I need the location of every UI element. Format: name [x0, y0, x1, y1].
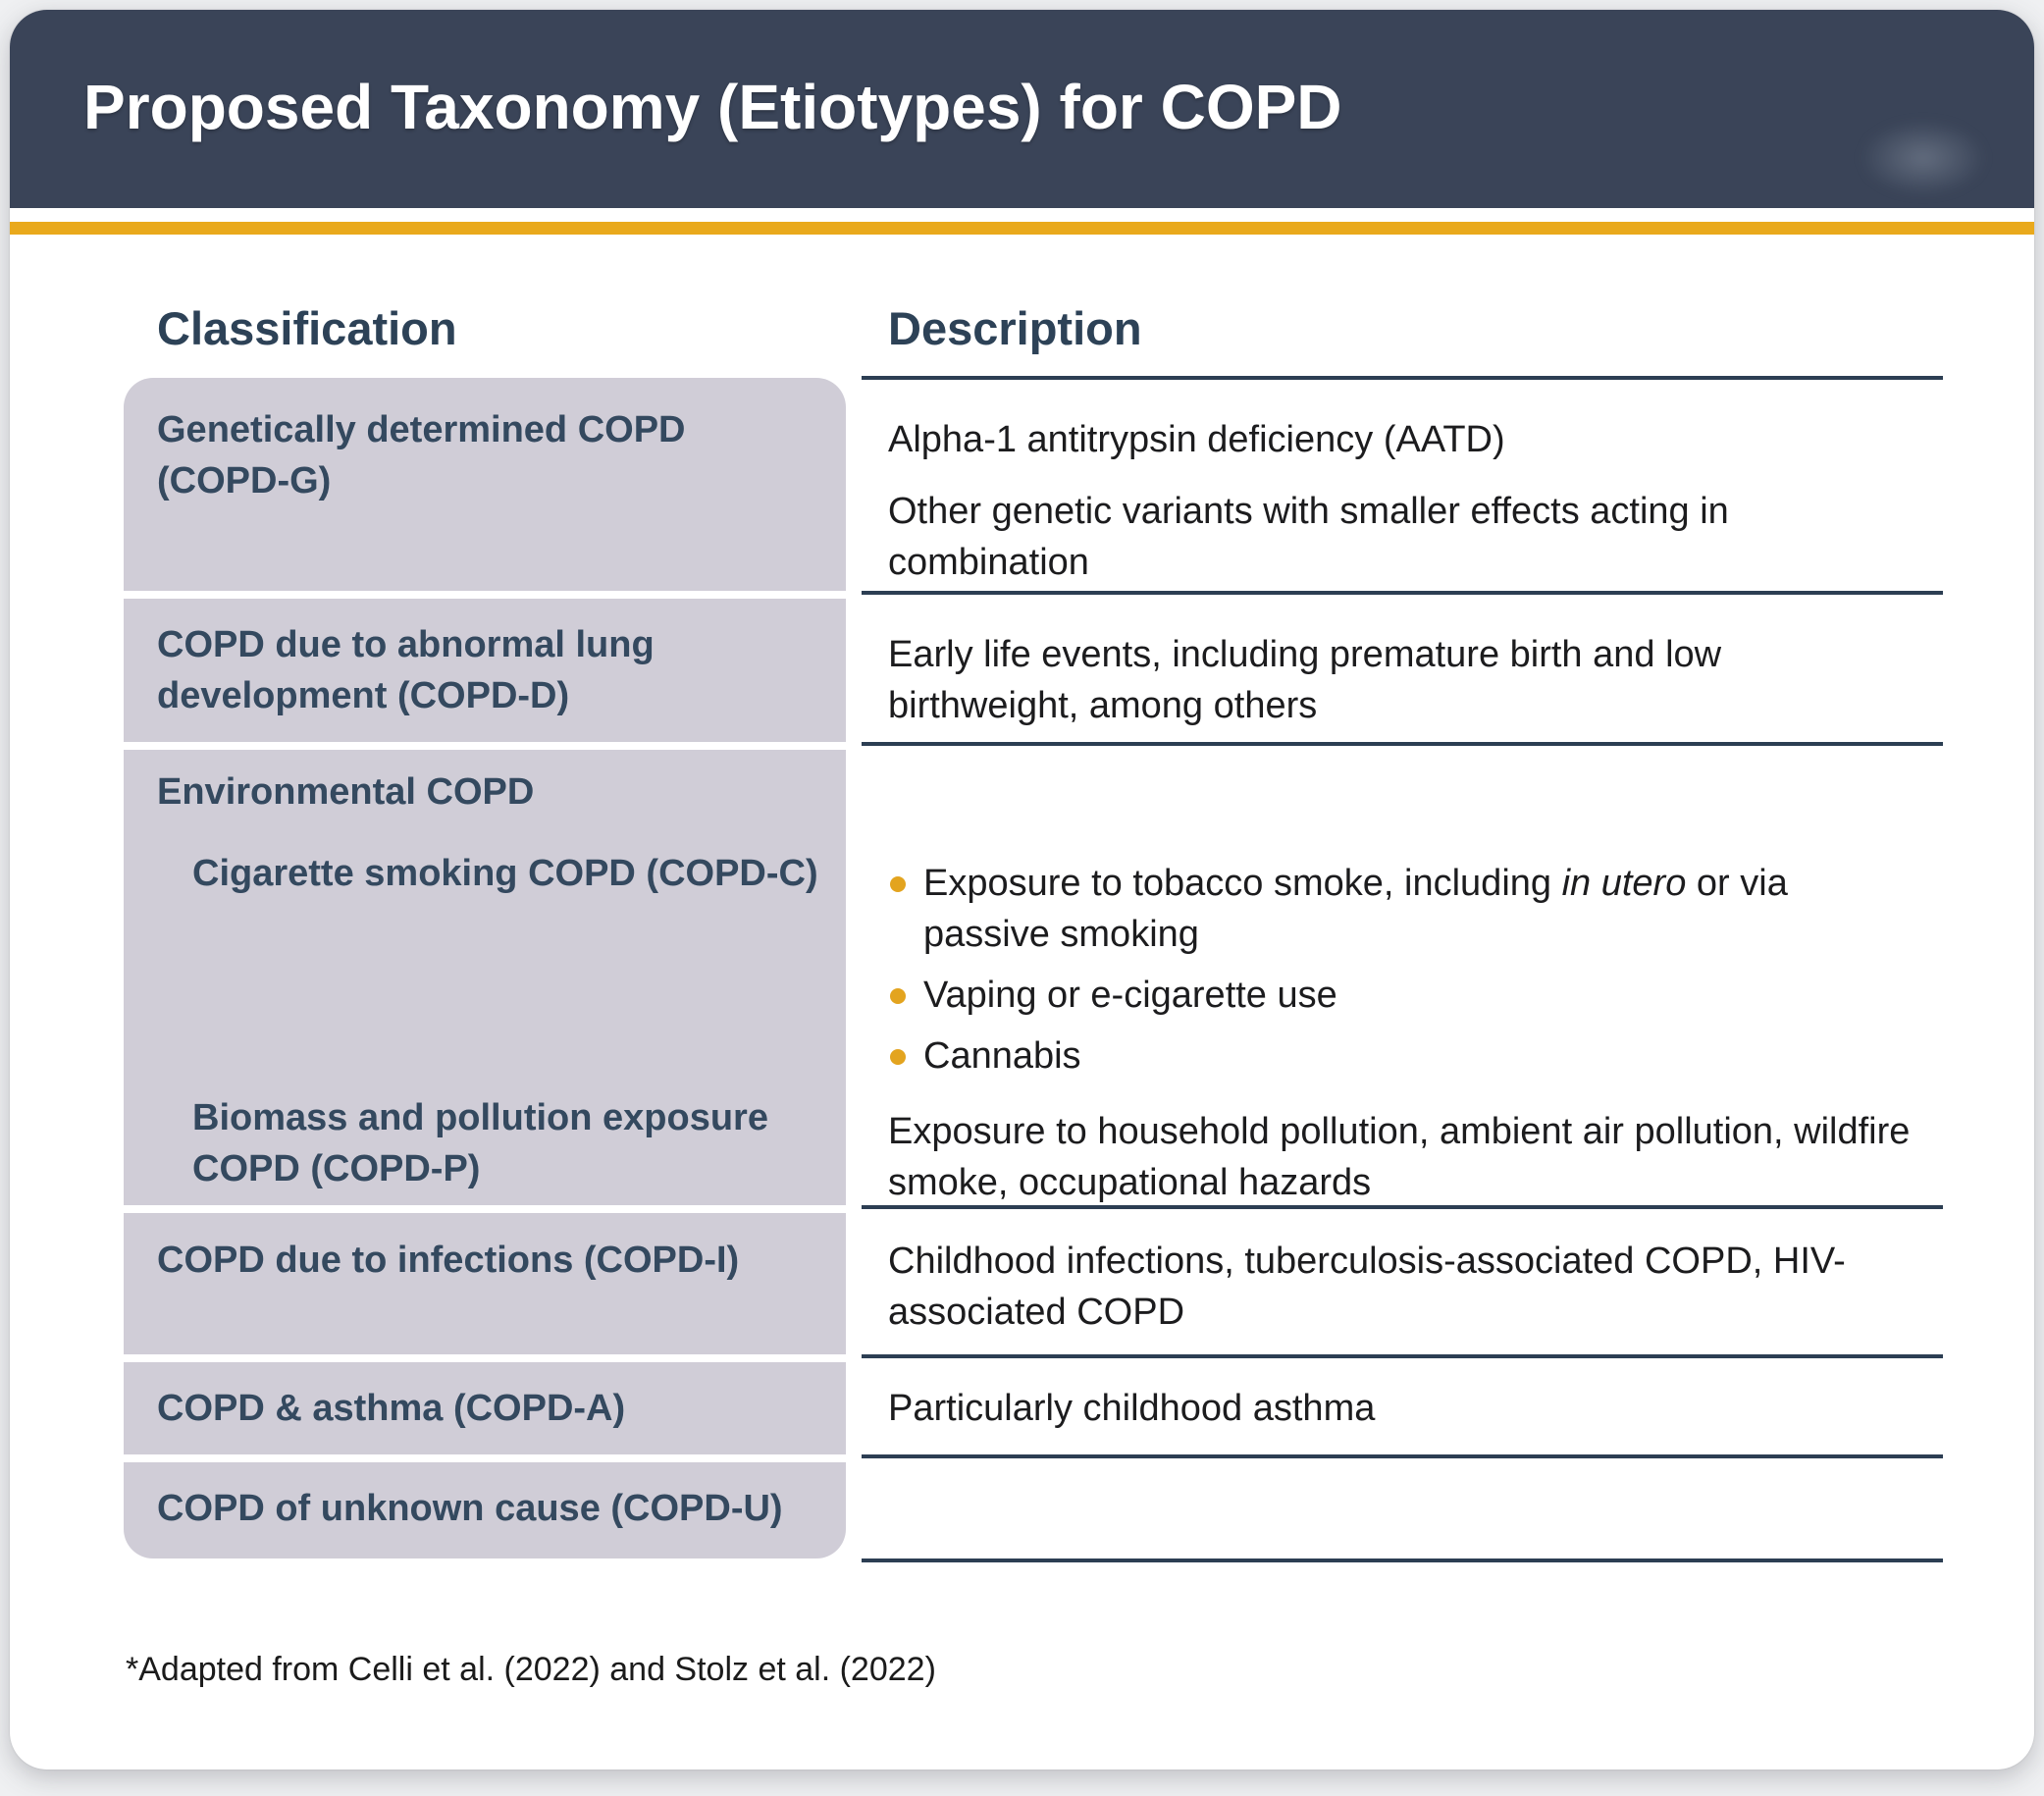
- desc-copd-g: Alpha-1 antitrypsin deficiency (AATD) Ot…: [888, 414, 1913, 588]
- bullet-text: Cannabis: [923, 1035, 1081, 1077]
- desc-paragraph: Early life events, including premature b…: [888, 634, 1722, 726]
- bullet-item-vaping: Vaping or e-cigarette use: [888, 970, 1914, 1021]
- desc-paragraph: Alpha-1 antitrypsin deficiency (AATD): [888, 419, 1505, 460]
- row-label-copd-a: COPD & asthma (COPD-A): [157, 1388, 626, 1429]
- desc-copd-i: Childhood infections, tuberculosis-assoc…: [888, 1236, 1913, 1338]
- separator-bottom: [862, 1558, 1943, 1562]
- separator-5: [862, 1454, 1943, 1458]
- desc-copd-d: Early life events, including premature b…: [888, 629, 1913, 731]
- bullet-dot-icon: [890, 1049, 906, 1065]
- row-label-copd-p: Biomass and pollution exposure COPD (COP…: [192, 1097, 768, 1189]
- desc-paragraph: Other genetic variants with smaller effe…: [888, 491, 1729, 583]
- desc-paragraph: Exposure to household pollution, ambient…: [888, 1111, 1911, 1203]
- class-cell-copd-i: [124, 1213, 846, 1354]
- row-label-environmental: Environmental COPD: [157, 771, 535, 813]
- row-label-copd-g: Genetically determined COPD (COPD-G): [157, 409, 686, 502]
- page-title: Proposed Taxonomy (Etiotypes) for COPD: [83, 72, 1342, 142]
- row-label-copd-d: COPD due to abnormal lung development (C…: [157, 624, 655, 716]
- row-label-copd-i: COPD due to infections (COPD-I): [157, 1240, 740, 1281]
- class-cell-copd-g: [124, 378, 846, 591]
- class-cell-copd-a: [124, 1362, 846, 1454]
- class-cell-environmental: [124, 750, 846, 1205]
- gold-accent-rule: [10, 222, 2034, 235]
- separator-4: [862, 1354, 1943, 1358]
- bullet-dot-icon: [890, 876, 906, 892]
- class-cell-copd-u: [124, 1462, 846, 1558]
- exposure-bullet-list: Exposure to tobacco smoke, including in …: [888, 858, 1914, 1082]
- row-label-copd-u: COPD of unknown cause (COPD-U): [157, 1488, 783, 1529]
- separator-3: [862, 1205, 1943, 1209]
- desc-copd-a: Particularly childhood asthma: [888, 1383, 1913, 1434]
- row-label-copd-c: Cigarette smoking COPD (COPD-C): [192, 853, 818, 894]
- desc-paragraph: Childhood infections, tuberculosis-assoc…: [888, 1241, 1846, 1333]
- separator-2: [862, 742, 1943, 746]
- bullet-item-cannabis: Cannabis: [888, 1030, 1914, 1082]
- blurred-watermark: [1860, 120, 1987, 196]
- bullet-text-pre: Exposure to tobacco smoke, including: [923, 863, 1562, 904]
- class-cell-copd-d: [124, 599, 846, 742]
- separator-header: [862, 376, 1943, 380]
- slide-card: Proposed Taxonomy (Etiotypes) for COPD C…: [10, 10, 2034, 1770]
- desc-paragraph: Particularly childhood asthma: [888, 1388, 1376, 1429]
- title-band: Proposed Taxonomy (Etiotypes) for COPD: [10, 10, 2034, 208]
- bullet-text-post: or via passive smoking: [923, 863, 1788, 955]
- separator-1: [862, 591, 1943, 595]
- bullet-text: Vaping or e-cigarette use: [923, 975, 1337, 1016]
- column-header-classification: Classification: [157, 302, 457, 354]
- column-header-description: Description: [888, 302, 1142, 354]
- footnote: *Adapted from Celli et al. (2022) and St…: [126, 1651, 936, 1688]
- desc-copd-p: Exposure to household pollution, ambient…: [888, 1106, 1913, 1208]
- bullet-item-tobacco: Exposure to tobacco smoke, including in …: [888, 858, 1914, 960]
- bullet-dot-icon: [890, 988, 906, 1004]
- desc-copd-c: Exposure to tobacco smoke, including in …: [888, 858, 1913, 1082]
- bullet-text-italic: in utero: [1561, 863, 1687, 904]
